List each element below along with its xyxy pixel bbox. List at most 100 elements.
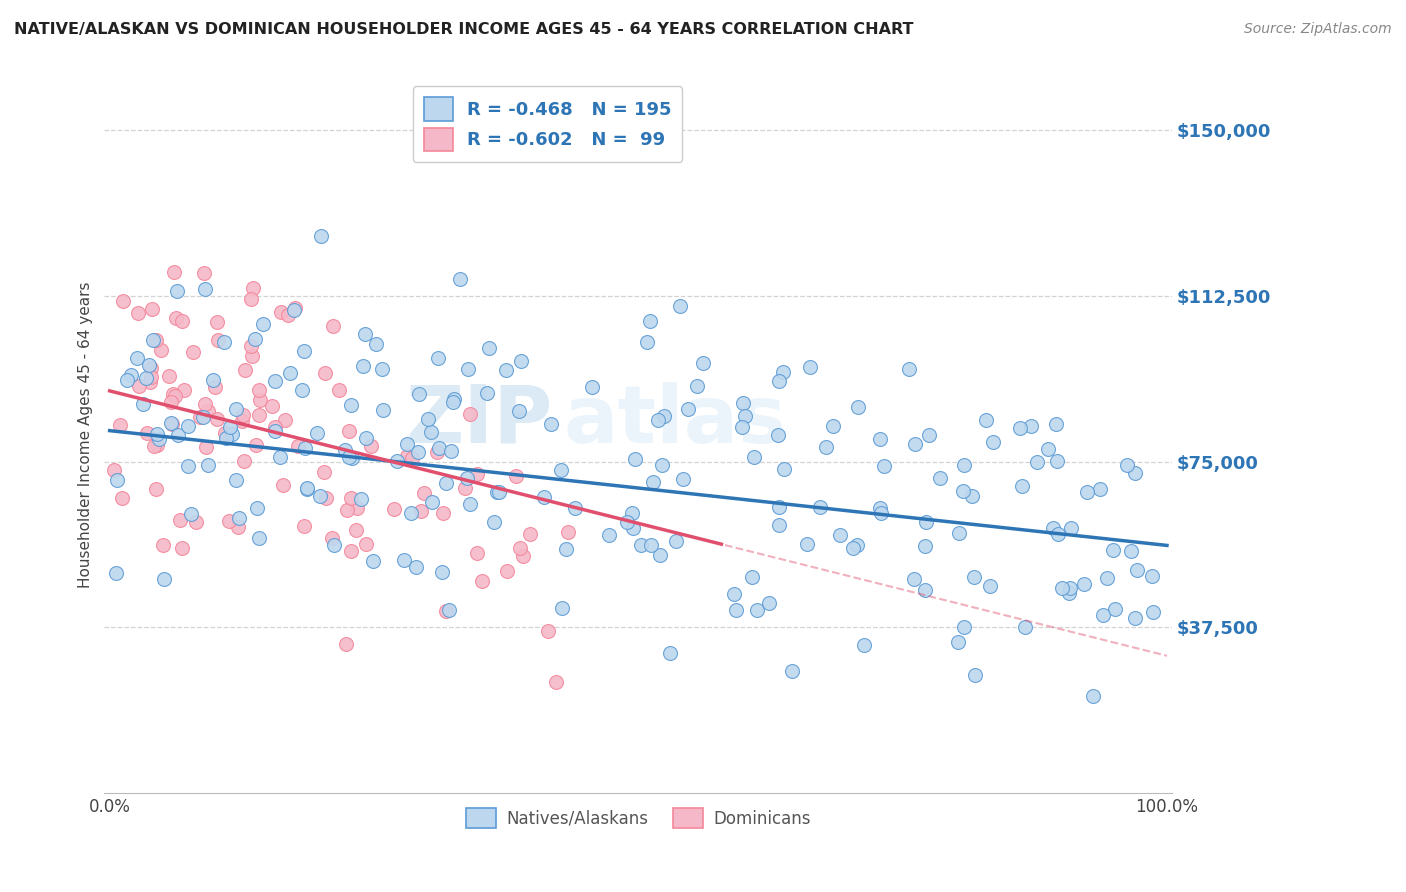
Point bbox=[981, 434, 1004, 449]
Point bbox=[249, 392, 271, 407]
Point bbox=[1126, 563, 1149, 577]
Point bbox=[246, 500, 269, 515]
Point bbox=[505, 469, 527, 483]
Point bbox=[508, 404, 530, 418]
Point bbox=[152, 538, 174, 552]
Point bbox=[1091, 607, 1114, 622]
Point bbox=[111, 491, 134, 505]
Point bbox=[136, 426, 159, 441]
Point bbox=[337, 424, 360, 438]
Point bbox=[872, 458, 894, 473]
Point bbox=[427, 441, 450, 455]
Point bbox=[458, 407, 481, 421]
Point bbox=[157, 368, 180, 383]
Point bbox=[360, 439, 382, 453]
Point bbox=[903, 572, 925, 586]
Point bbox=[278, 366, 301, 380]
Point bbox=[194, 282, 217, 296]
Point bbox=[177, 458, 200, 473]
Point bbox=[339, 491, 361, 505]
Point bbox=[1011, 479, 1033, 493]
Point bbox=[162, 387, 184, 401]
Point bbox=[551, 600, 574, 615]
Point bbox=[647, 413, 669, 427]
Point bbox=[426, 445, 449, 459]
Point bbox=[197, 404, 219, 418]
Point bbox=[243, 331, 266, 345]
Point bbox=[768, 517, 790, 532]
Point bbox=[149, 343, 172, 357]
Point bbox=[897, 361, 920, 376]
Point bbox=[148, 432, 170, 446]
Point bbox=[228, 520, 250, 534]
Point bbox=[420, 494, 443, 508]
Point bbox=[408, 387, 430, 401]
Point bbox=[745, 603, 768, 617]
Point bbox=[904, 437, 927, 451]
Point bbox=[465, 467, 488, 482]
Point bbox=[430, 565, 453, 579]
Point bbox=[127, 306, 149, 320]
Point bbox=[194, 440, 217, 454]
Point bbox=[361, 554, 384, 568]
Point bbox=[145, 482, 167, 496]
Point bbox=[125, 351, 148, 366]
Point bbox=[364, 337, 387, 351]
Point bbox=[274, 413, 297, 427]
Point bbox=[172, 313, 194, 327]
Point bbox=[344, 523, 367, 537]
Point bbox=[636, 335, 658, 350]
Point bbox=[235, 363, 257, 377]
Point bbox=[427, 351, 450, 365]
Point bbox=[173, 383, 195, 397]
Text: NATIVE/ALASKAN VS DOMINICAN HOUSEHOLDER INCOME AGES 45 - 64 YEARS CORRELATION CH: NATIVE/ALASKAN VS DOMINICAN HOUSEHOLDER … bbox=[14, 22, 914, 37]
Point bbox=[128, 379, 150, 393]
Point bbox=[815, 440, 838, 454]
Point bbox=[1119, 544, 1142, 558]
Point bbox=[336, 502, 359, 516]
Point bbox=[396, 449, 419, 463]
Point bbox=[260, 399, 283, 413]
Point bbox=[1095, 570, 1118, 584]
Point bbox=[207, 334, 229, 348]
Point bbox=[231, 414, 253, 428]
Point bbox=[160, 417, 183, 431]
Point bbox=[309, 229, 332, 244]
Point bbox=[471, 574, 494, 588]
Point bbox=[443, 395, 465, 409]
Point bbox=[177, 419, 200, 434]
Point bbox=[946, 635, 969, 649]
Point bbox=[249, 409, 271, 423]
Point bbox=[692, 356, 714, 370]
Point bbox=[1046, 454, 1069, 468]
Point bbox=[305, 425, 328, 440]
Point bbox=[1050, 581, 1073, 595]
Point bbox=[686, 379, 709, 393]
Point bbox=[478, 341, 501, 355]
Point bbox=[399, 507, 422, 521]
Point bbox=[194, 397, 217, 411]
Point bbox=[665, 533, 688, 548]
Point bbox=[322, 318, 344, 333]
Point bbox=[314, 366, 336, 380]
Point bbox=[1102, 543, 1125, 558]
Point bbox=[167, 427, 190, 442]
Point bbox=[440, 444, 463, 458]
Point bbox=[295, 482, 318, 496]
Point bbox=[112, 294, 135, 309]
Point bbox=[337, 450, 360, 465]
Point bbox=[146, 426, 169, 441]
Point bbox=[1047, 527, 1070, 541]
Point bbox=[139, 375, 162, 389]
Point bbox=[354, 326, 377, 341]
Text: ZIP: ZIP bbox=[406, 382, 553, 459]
Point bbox=[145, 333, 167, 347]
Y-axis label: Householder Income Ages 45 - 64 years: Householder Income Ages 45 - 64 years bbox=[79, 282, 93, 589]
Point bbox=[218, 420, 240, 434]
Point bbox=[142, 439, 165, 453]
Point bbox=[142, 333, 165, 347]
Point bbox=[669, 299, 692, 313]
Point bbox=[328, 384, 350, 398]
Point bbox=[741, 570, 763, 584]
Point bbox=[960, 489, 983, 503]
